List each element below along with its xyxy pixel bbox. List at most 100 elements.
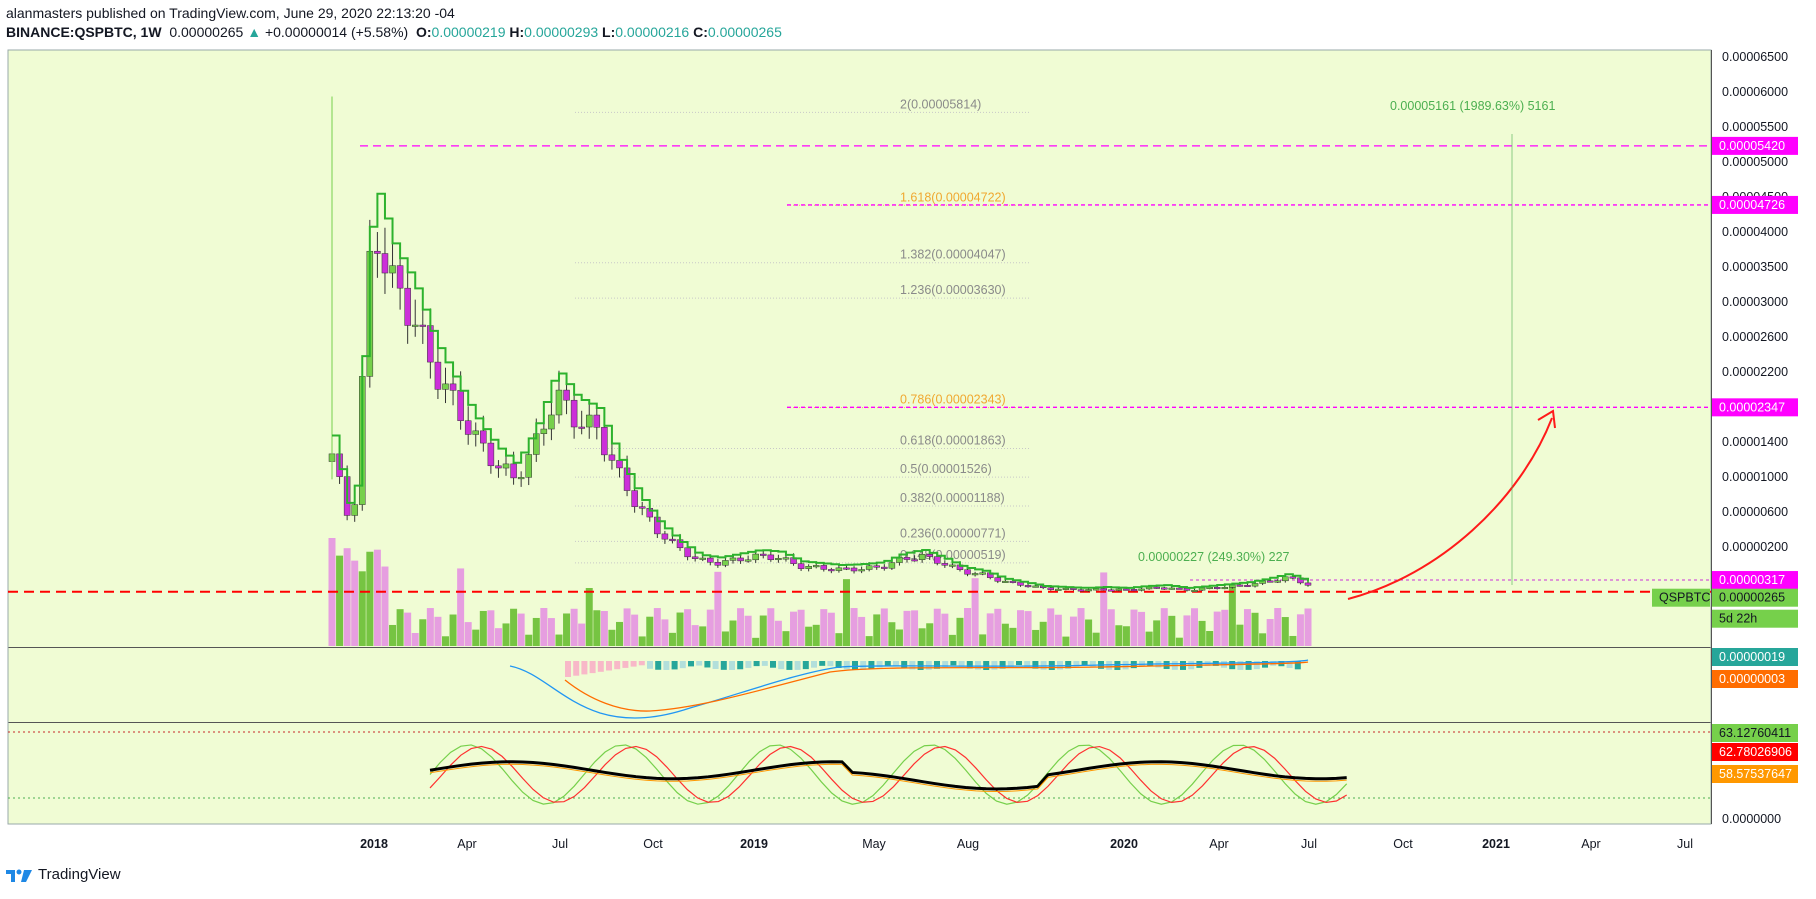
volume-bar bbox=[1243, 609, 1251, 646]
candle-body bbox=[525, 454, 532, 478]
price-tag: 0.00000317 bbox=[1719, 573, 1785, 587]
candle-body bbox=[782, 557, 790, 560]
time-axis-label: May bbox=[862, 837, 886, 851]
macd-bar bbox=[827, 661, 834, 667]
time-axis-label: Aug bbox=[957, 837, 979, 851]
projection-arrowhead bbox=[1537, 409, 1556, 429]
open-label: O: bbox=[415, 24, 432, 40]
candle-body bbox=[540, 428, 548, 434]
macd-bar bbox=[655, 661, 662, 670]
volume-bar bbox=[358, 571, 366, 646]
macd-bar bbox=[786, 661, 793, 670]
macd-bar bbox=[893, 661, 899, 667]
macd-bar bbox=[1196, 661, 1203, 668]
macd-bar bbox=[811, 661, 817, 668]
time-axis-label: Jul bbox=[1301, 837, 1317, 851]
volume-bar bbox=[933, 608, 941, 646]
volume-bar bbox=[1092, 632, 1100, 646]
candle-body bbox=[1062, 587, 1070, 590]
candle-body bbox=[389, 265, 396, 274]
rsi-tag: 58.57537647 bbox=[1719, 767, 1792, 781]
macd-bar bbox=[1294, 661, 1301, 670]
volume-bar bbox=[835, 633, 843, 646]
volume-bar bbox=[1266, 619, 1274, 646]
chart-header: alanmasters published on TradingView.com… bbox=[6, 4, 782, 42]
volume-bar bbox=[1160, 608, 1168, 646]
candle-body bbox=[1251, 583, 1259, 587]
macd-bar bbox=[663, 661, 670, 670]
macd-tag-bg bbox=[1712, 648, 1798, 666]
candle-body bbox=[411, 324, 419, 327]
volume-bar bbox=[1228, 586, 1236, 646]
macd-bar bbox=[638, 661, 645, 666]
candle-body bbox=[593, 414, 601, 428]
candle-body bbox=[464, 420, 472, 435]
candle-body bbox=[480, 430, 487, 444]
fib-label: 1.382(0.00004047) bbox=[900, 248, 1006, 262]
volume-bar bbox=[911, 610, 919, 646]
price-panel[interactable] bbox=[8, 50, 1711, 647]
rsi-zero-label: 0.0000000 bbox=[1722, 812, 1781, 826]
volume-bar bbox=[865, 636, 873, 646]
volume-bar bbox=[1274, 608, 1282, 646]
candle-body bbox=[812, 565, 820, 568]
candle-body bbox=[691, 556, 699, 559]
volume-bar bbox=[721, 631, 729, 646]
volume-bar bbox=[1206, 631, 1214, 646]
time-axis-label: 2021 bbox=[1482, 837, 1510, 851]
candle-body bbox=[865, 565, 873, 570]
volume-bar bbox=[646, 616, 654, 646]
volume-bar bbox=[434, 616, 442, 646]
rsi-tag: 62.78026906 bbox=[1719, 745, 1792, 759]
macd-bar bbox=[565, 661, 571, 677]
tradingview-brand: TradingView bbox=[38, 866, 121, 883]
candle-body bbox=[858, 569, 865, 572]
candle-body bbox=[1206, 587, 1213, 590]
price-axis[interactable]: 0.00006500 0.00006000 0.00005500 0.00005000… bbox=[1722, 50, 1788, 589]
macd-bar bbox=[868, 661, 875, 669]
macd-panel[interactable] bbox=[8, 648, 1711, 722]
volume-bar bbox=[880, 608, 888, 646]
candle-body bbox=[1002, 580, 1009, 583]
volume-bar bbox=[1259, 633, 1267, 646]
volume-bar bbox=[396, 609, 404, 646]
volume-bar bbox=[510, 608, 518, 646]
volume-bar bbox=[502, 623, 510, 646]
candle-body bbox=[381, 253, 389, 274]
candle-body bbox=[1130, 589, 1138, 592]
volume-bar bbox=[668, 632, 676, 646]
candle-body bbox=[707, 557, 714, 563]
candle-body bbox=[1047, 587, 1055, 590]
candle-body bbox=[752, 553, 759, 561]
candle-body bbox=[994, 577, 1002, 582]
volume-bar bbox=[1016, 610, 1024, 646]
time-axis[interactable]: 2018 Apr Jul Oct 2019 May Aug 2020 Apr Jul Oct 2021… bbox=[360, 837, 1693, 851]
volume-bar bbox=[555, 634, 563, 646]
volume-bar bbox=[1145, 631, 1153, 646]
candle-body bbox=[979, 572, 986, 575]
volume-bar bbox=[1153, 620, 1161, 646]
low-value: 0.00000216 bbox=[615, 24, 690, 40]
time-axis-label: Oct bbox=[1393, 837, 1413, 851]
volume-bar bbox=[1183, 615, 1191, 646]
price-tag: 0.00004726 bbox=[1719, 198, 1785, 212]
volume-bar bbox=[918, 628, 926, 646]
volume-bar bbox=[971, 578, 979, 646]
volume-bar bbox=[600, 611, 608, 646]
fib-label: 0.786(0.00002343) bbox=[900, 393, 1006, 407]
macd-bar bbox=[1065, 661, 1072, 669]
price-tag-bg bbox=[1712, 571, 1798, 590]
tradingview-logo[interactable]: TradingView bbox=[6, 866, 121, 883]
candle-body bbox=[548, 414, 555, 430]
candle-body bbox=[760, 553, 767, 556]
candle-body bbox=[873, 565, 880, 568]
candle-body bbox=[926, 554, 933, 557]
candle-body bbox=[1160, 587, 1168, 590]
candle-body bbox=[1123, 588, 1130, 591]
volume-bar bbox=[631, 614, 639, 646]
volume-bar bbox=[487, 610, 495, 646]
ohlc-line: BINANCE:QSPBTC, 1W 0.00000265 ▲ +0.00000… bbox=[6, 23, 782, 42]
volume-bar bbox=[706, 609, 714, 646]
candle-body bbox=[1289, 576, 1297, 579]
